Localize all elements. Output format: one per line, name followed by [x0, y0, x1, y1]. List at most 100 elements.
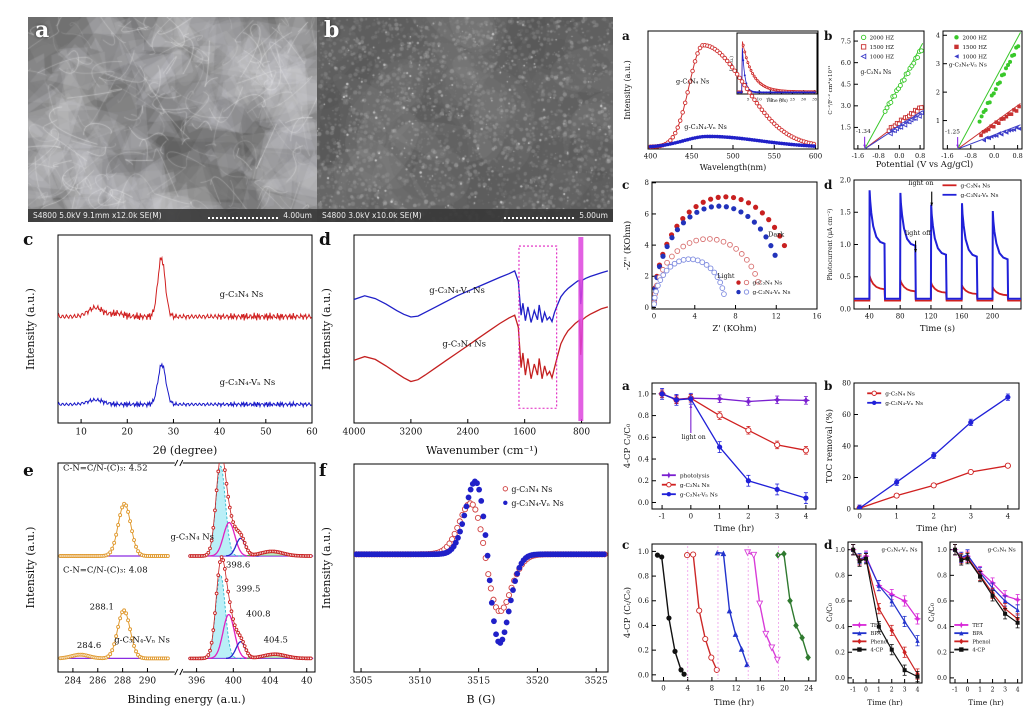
svg-text:400.8: 400.8 — [246, 610, 270, 620]
svg-text:Intensity (a.u.): Intensity (a.u.) — [320, 527, 333, 609]
svg-text:g-C₃N₄-Vₙ Ns: g-C₃N₄-Vₙ Ns — [885, 401, 923, 407]
svg-text:4: 4 — [1016, 687, 1020, 694]
svg-text:Time (s): Time (s) — [920, 323, 955, 334]
svg-text:2000 HZ: 2000 HZ — [962, 35, 987, 41]
sem-a-scale-ruler — [208, 212, 278, 219]
svg-text:g-C₃N₄ Ns: g-C₃N₄ Ns — [988, 548, 1016, 554]
svg-text:2000 HZ: 2000 HZ — [870, 35, 895, 41]
svg-text:1.5: 1.5 — [841, 124, 851, 132]
sem-a-info-bar: S4800 5.0kV 9.1mm x12.0k SE(M) 4.00um — [28, 209, 317, 222]
svg-text:Time (hr): Time (hr) — [714, 697, 754, 708]
svg-text:d: d — [824, 538, 833, 552]
svg-text:399.5: 399.5 — [236, 585, 260, 595]
svg-text:-0.8: -0.8 — [872, 152, 885, 160]
svg-text:1: 1 — [936, 117, 940, 125]
toc-svg: 0 1 2 3 4020406080Time (hr)TOC removal (%)g-… — [823, 377, 1026, 534]
svg-text:Time (hr): Time (hr) — [867, 698, 903, 707]
svg-text:40: 40 — [301, 677, 313, 687]
svg-text:d: d — [824, 178, 833, 192]
svg-text:Light: Light — [717, 272, 735, 280]
svg-text:8: 8 — [733, 313, 737, 321]
sem-a-info-text: S4800 5.0kV 9.1mm x12.0k SE(M) — [33, 211, 162, 220]
panel-eis-chart: 0 4 8 12 16 0 2 4 6 8 Z' (KOhm) -Z'' (KOhm) Dark Ligh… — [621, 176, 823, 334]
svg-text:80: 80 — [842, 379, 851, 387]
svg-text:40: 40 — [842, 442, 851, 450]
svg-text:2: 2 — [746, 513, 750, 521]
svg-text:c: c — [23, 230, 33, 250]
svg-text:0: 0 — [689, 513, 693, 521]
svg-text:Time (hr): Time (hr) — [968, 698, 1004, 707]
svg-text:120: 120 — [924, 313, 937, 321]
svg-text:0.8: 0.8 — [937, 572, 947, 579]
svg-text:3: 3 — [936, 60, 940, 68]
panel-mott-schottky-left: -1.6 -0.8 0.0 0.8 1.5 3.0 4.5 6.0 7.5 C⁻²/F⁻² cm⁴… — [823, 27, 926, 173]
svg-text:0.5: 0.5 — [840, 273, 851, 281]
svg-text:0.8: 0.8 — [638, 412, 649, 420]
svg-text:Binding energy (a.u.): Binding energy (a.u.) — [127, 693, 245, 706]
svg-text:288.1: 288.1 — [90, 602, 114, 612]
svg-text:g-C₃N₄-Vₙ Ns: g-C₃N₄-Vₙ Ns — [429, 286, 485, 296]
svg-text:g-C₃N₄-Vₙ Ns: g-C₃N₄-Vₙ Ns — [511, 499, 563, 508]
svg-text:0: 0 — [847, 505, 851, 513]
svg-text:0.0: 0.0 — [894, 152, 904, 160]
svg-text:B (G): B (G) — [467, 693, 496, 706]
svg-text:Phenol: Phenol — [972, 639, 990, 645]
svg-text:-1.6: -1.6 — [852, 152, 865, 160]
svg-text:3.0: 3.0 — [841, 102, 851, 110]
svg-text:TET: TET — [972, 623, 983, 629]
svg-text:404.5: 404.5 — [264, 636, 288, 646]
svg-text:0.4: 0.4 — [638, 622, 650, 630]
svg-text:-1: -1 — [659, 513, 666, 521]
svg-text:1.0: 1.0 — [840, 241, 851, 249]
xps-svg: 284 286 288 290 396 400 404 40Binding energy (a… — [22, 458, 320, 706]
svg-text:c: c — [622, 538, 629, 552]
panel-letter-b: b — [324, 17, 339, 43]
svg-text:1.0: 1.0 — [937, 547, 947, 554]
svg-text:4: 4 — [916, 687, 920, 694]
svg-text:C-N=C/N-(C)₃: 4.52: C-N=C/N-(C)₃: 4.52 — [63, 462, 148, 473]
sem-image-b: b S4800 3.0kV x10.0k SE(M) 5.00um — [317, 17, 613, 222]
svg-text:2: 2 — [991, 687, 995, 694]
svg-text:4-CP: 4-CP — [972, 648, 985, 654]
svg-text:16: 16 — [813, 313, 822, 321]
svg-text:6.0: 6.0 — [841, 59, 851, 67]
sem-b-info-text: S4800 3.0kV x10.0k SE(M) — [322, 211, 422, 220]
svg-text:0.0: 0.0 — [937, 675, 947, 682]
svg-text:2θ (degree): 2θ (degree) — [153, 444, 218, 457]
svg-text:3: 3 — [775, 513, 779, 521]
svg-text:1: 1 — [877, 687, 881, 694]
svg-text:1.0: 1.0 — [638, 548, 649, 556]
svg-text:6: 6 — [645, 210, 650, 218]
sem-a-scale-label: 4.00um — [283, 211, 312, 220]
svg-text:Wavelength(nm): Wavelength(nm) — [700, 163, 766, 172]
svg-text:1: 1 — [717, 513, 721, 521]
svg-text:8: 8 — [710, 685, 714, 693]
svg-text:3: 3 — [1003, 687, 1007, 694]
svg-text:4: 4 — [936, 32, 940, 40]
svg-text:0.6: 0.6 — [937, 598, 947, 605]
svg-text:e: e — [23, 461, 34, 481]
svg-text:g-C₃N₄-Vₙ Ns: g-C₃N₄-Vₙ Ns — [961, 193, 999, 199]
sem-image-a: a S4800 5.0kV 9.1mm x12.0k SE(M) 4.00um — [28, 17, 317, 222]
svg-text:-Z'' (KOhm): -Z'' (KOhm) — [622, 221, 633, 270]
svg-text:0.8: 0.8 — [638, 573, 649, 581]
svg-text:40: 40 — [214, 428, 226, 438]
pc-svg: 40 80 120 160 200 0.0 0.5 1.0 1.5 2.0 Time (s) Phot… — [823, 176, 1026, 334]
svg-text:Intensity (a.u.): Intensity (a.u.) — [623, 60, 632, 120]
svg-text:0.4: 0.4 — [638, 455, 650, 463]
svg-text:2: 2 — [645, 273, 649, 281]
svg-text:20: 20 — [122, 428, 134, 438]
svg-text:BPA: BPA — [972, 631, 983, 637]
svg-text:Wavenumber (cm⁻¹): Wavenumber (cm⁻¹) — [426, 444, 538, 457]
svg-text:1.0: 1.0 — [835, 547, 845, 554]
svg-text:1000 HZ: 1000 HZ — [962, 54, 987, 60]
svg-text:40: 40 — [865, 313, 874, 321]
svg-text:500: 500 — [726, 153, 739, 161]
svg-text:f: f — [319, 461, 328, 481]
svg-text:400: 400 — [225, 677, 242, 687]
svg-text:290: 290 — [139, 677, 156, 687]
svg-text:TET: TET — [870, 623, 881, 629]
cyc-svg: 0 4 8 12 16 20 240.00.20.40.60.81.0Time (hr)4-… — [621, 536, 823, 708]
svg-text:4: 4 — [804, 513, 809, 521]
svg-text:Dark: Dark — [768, 231, 784, 239]
